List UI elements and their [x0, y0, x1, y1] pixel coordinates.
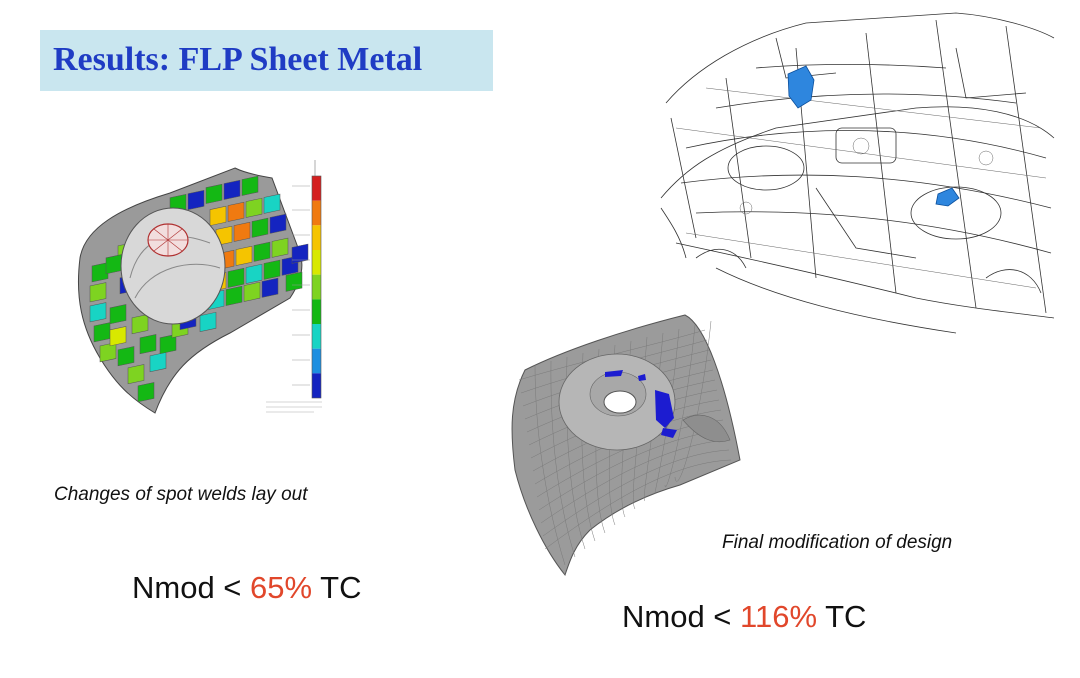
legend-color-band: [312, 250, 321, 275]
legend-color-band: [312, 274, 321, 300]
mesh-cell: [245, 197, 263, 218]
mesh-line: [644, 332, 664, 502]
mesh-cell: [263, 193, 281, 214]
mesh-line: [664, 324, 696, 488]
mesh-line: [544, 459, 732, 550]
legend-color-band: [312, 225, 321, 250]
mesh-line: [540, 439, 728, 524]
mesh-cell: [109, 304, 127, 325]
mesh-cell: [227, 267, 245, 288]
mesh-cell: [187, 189, 205, 210]
mesh-cell: [209, 205, 227, 226]
mesh-cell: [89, 302, 107, 323]
mesh-cell: [269, 213, 287, 234]
mesh-line: [534, 364, 566, 566]
mesh-cell: [227, 201, 245, 222]
mesh-cell: [235, 245, 253, 266]
mesh-cell: [225, 285, 243, 306]
mesh-cell: [263, 259, 281, 280]
mesh-cell: [245, 263, 263, 284]
right-metric-value: 116%: [740, 599, 818, 634]
mesh-line: [654, 328, 680, 494]
mesh-cell: [271, 237, 289, 258]
mesh-cell: [93, 322, 111, 343]
legend-color-band: [312, 348, 321, 374]
mesh-cell: [205, 183, 223, 204]
legend-color-band: [312, 299, 321, 324]
legend-color-band: [312, 176, 321, 201]
left-metric-prefix: Nmod <: [132, 570, 251, 605]
legend-color-band: [312, 324, 321, 349]
mesh-cell: [109, 326, 127, 347]
slide-title: Results: FLP Sheet Metal: [53, 41, 423, 78]
right-caption: Final modification of design: [722, 532, 953, 553]
mesh-line: [542, 449, 730, 537]
mesh-cell: [233, 221, 251, 242]
mesh-line: [674, 320, 712, 482]
mesh-cell: [261, 277, 279, 298]
mesh-cell: [139, 334, 157, 355]
mesh-cell: [137, 382, 155, 403]
mesh-line: [518, 329, 706, 381]
mesh-cell: [99, 342, 117, 363]
mesh-cell: [159, 334, 177, 355]
mesh-cell: [117, 346, 135, 367]
right-metric-prefix: Nmod <: [622, 599, 741, 634]
legend-color-band: [312, 200, 321, 226]
vehicle-wireframe-drawing: [660, 12, 1055, 334]
mesh-cell: [199, 311, 217, 332]
final-design-mesh: [511, 314, 741, 577]
mesh-cell: [253, 241, 271, 262]
mesh-cell: [243, 281, 261, 302]
spot-weld-contour-plot: [77, 160, 322, 414]
mesh-cell: [241, 175, 259, 196]
mesh-cell: [285, 271, 303, 292]
mesh-cell: [127, 364, 145, 385]
right-metric: Nmod < 116% TC: [622, 599, 866, 635]
mesh-cell: [131, 314, 149, 335]
right-metric-suffix: TC: [817, 599, 867, 634]
mesh-cell: [291, 243, 309, 264]
left-metric-value: 65%: [250, 570, 313, 605]
left-metric: Nmod < 65% TC: [132, 570, 361, 606]
mesh-cell: [89, 282, 107, 303]
legend-color-band: [312, 373, 321, 398]
mesh-cell: [251, 217, 269, 238]
mesh-cell: [91, 262, 109, 283]
slide-title-box: Results: FLP Sheet Metal: [40, 30, 493, 91]
mesh-cell: [105, 254, 123, 275]
mesh-cell: [223, 179, 241, 200]
mesh-cell: [149, 352, 167, 373]
left-metric-suffix: TC: [312, 570, 362, 605]
mesh-line: [550, 360, 576, 558]
left-caption: Changes of spot welds lay out: [54, 484, 308, 505]
